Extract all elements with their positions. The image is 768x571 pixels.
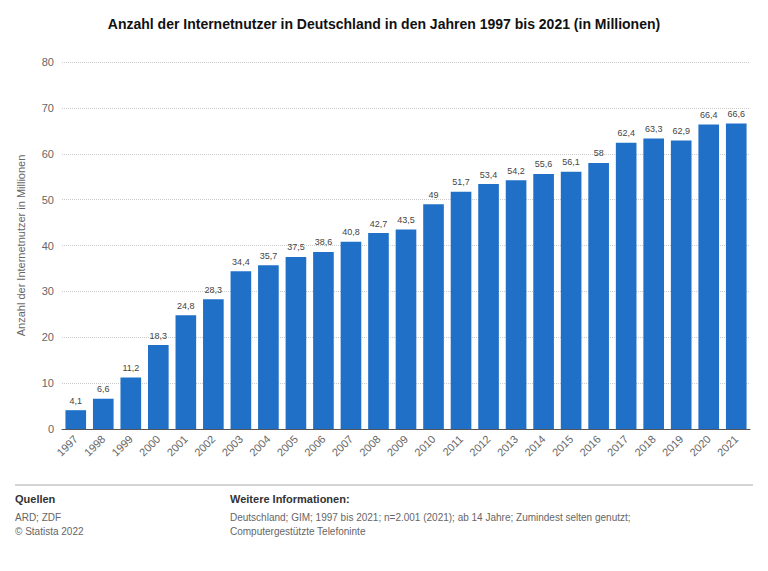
svg-text:2000: 2000 — [137, 433, 163, 459]
svg-text:34,4: 34,4 — [232, 257, 250, 267]
svg-text:70: 70 — [42, 102, 54, 114]
svg-text:11,2: 11,2 — [122, 363, 139, 373]
svg-text:62,4: 62,4 — [617, 128, 635, 138]
svg-text:66,6: 66,6 — [727, 109, 745, 119]
svg-text:Computergestützte Telefoninte: Computergestützte Telefoninte — [230, 526, 366, 537]
svg-text:2002: 2002 — [192, 433, 218, 459]
svg-text:2001: 2001 — [164, 433, 190, 459]
svg-text:6,6: 6,6 — [97, 384, 110, 394]
svg-text:43,5: 43,5 — [397, 215, 415, 225]
svg-text:58: 58 — [594, 148, 604, 158]
svg-text:0: 0 — [48, 423, 54, 435]
svg-text:2018: 2018 — [632, 433, 658, 459]
svg-text:40: 40 — [42, 240, 54, 252]
svg-text:2009: 2009 — [384, 433, 410, 459]
svg-text:2019: 2019 — [660, 433, 686, 459]
svg-text:24,8: 24,8 — [177, 301, 195, 311]
svg-text:66,4: 66,4 — [700, 110, 718, 120]
svg-text:30: 30 — [42, 285, 54, 297]
svg-text:38,6: 38,6 — [315, 237, 333, 247]
svg-text:1997: 1997 — [54, 433, 80, 459]
svg-text:1999: 1999 — [109, 433, 135, 459]
svg-text:2016: 2016 — [577, 433, 603, 459]
svg-text:2010: 2010 — [412, 433, 438, 459]
svg-text:Anzahl der Internetnutzer in M: Anzahl der Internetnutzer in Millionen — [15, 155, 27, 337]
svg-text:49: 49 — [429, 190, 439, 200]
svg-text:Anzahl der Internetnutzer in D: Anzahl der Internetnutzer in Deutschland… — [108, 16, 660, 32]
svg-text:20: 20 — [42, 331, 54, 343]
svg-text:28,3: 28,3 — [205, 285, 223, 295]
svg-text:37,5: 37,5 — [287, 242, 305, 252]
svg-text:42,7: 42,7 — [370, 219, 388, 229]
svg-text:80: 80 — [42, 56, 54, 68]
svg-text:© Statista 2022: © Statista 2022 — [15, 526, 84, 537]
svg-text:63,3: 63,3 — [645, 124, 663, 134]
svg-text:35,7: 35,7 — [260, 251, 278, 261]
svg-text:2011: 2011 — [440, 433, 465, 458]
svg-text:2004: 2004 — [247, 433, 273, 459]
svg-text:1998: 1998 — [82, 433, 108, 459]
svg-text:2017: 2017 — [605, 433, 631, 459]
svg-text:2006: 2006 — [302, 433, 328, 459]
svg-text:60: 60 — [42, 148, 54, 160]
svg-text:56,1: 56,1 — [562, 157, 580, 167]
svg-text:2008: 2008 — [357, 433, 383, 459]
svg-text:Quellen: Quellen — [15, 493, 56, 505]
svg-text:Deutschland; GIM; 1997 bis 202: Deutschland; GIM; 1997 bis 2021; n=2.001… — [230, 512, 633, 523]
svg-text:51,7: 51,7 — [452, 177, 470, 187]
svg-text:54,2: 54,2 — [507, 166, 525, 176]
svg-text:40,8: 40,8 — [342, 227, 360, 237]
svg-text:2012: 2012 — [467, 433, 493, 459]
svg-text:55,6: 55,6 — [535, 159, 553, 169]
svg-text:10: 10 — [42, 377, 54, 389]
svg-text:2013: 2013 — [495, 433, 521, 459]
svg-text:2021: 2021 — [715, 433, 741, 459]
svg-text:62,9: 62,9 — [672, 126, 690, 136]
svg-text:2014: 2014 — [522, 433, 548, 459]
svg-text:2005: 2005 — [274, 433, 300, 459]
svg-text:Weitere Informationen:: Weitere Informationen: — [230, 493, 350, 505]
svg-text:2003: 2003 — [219, 433, 245, 459]
svg-text:ARD; ZDF: ARD; ZDF — [15, 512, 61, 523]
svg-text:18,3: 18,3 — [150, 331, 168, 341]
svg-text:2007: 2007 — [329, 433, 355, 459]
svg-text:2020: 2020 — [687, 433, 713, 459]
svg-text:2015: 2015 — [550, 433, 576, 459]
svg-text:4,1: 4,1 — [70, 396, 83, 406]
svg-text:50: 50 — [42, 194, 54, 206]
svg-text:53,4: 53,4 — [480, 170, 498, 180]
